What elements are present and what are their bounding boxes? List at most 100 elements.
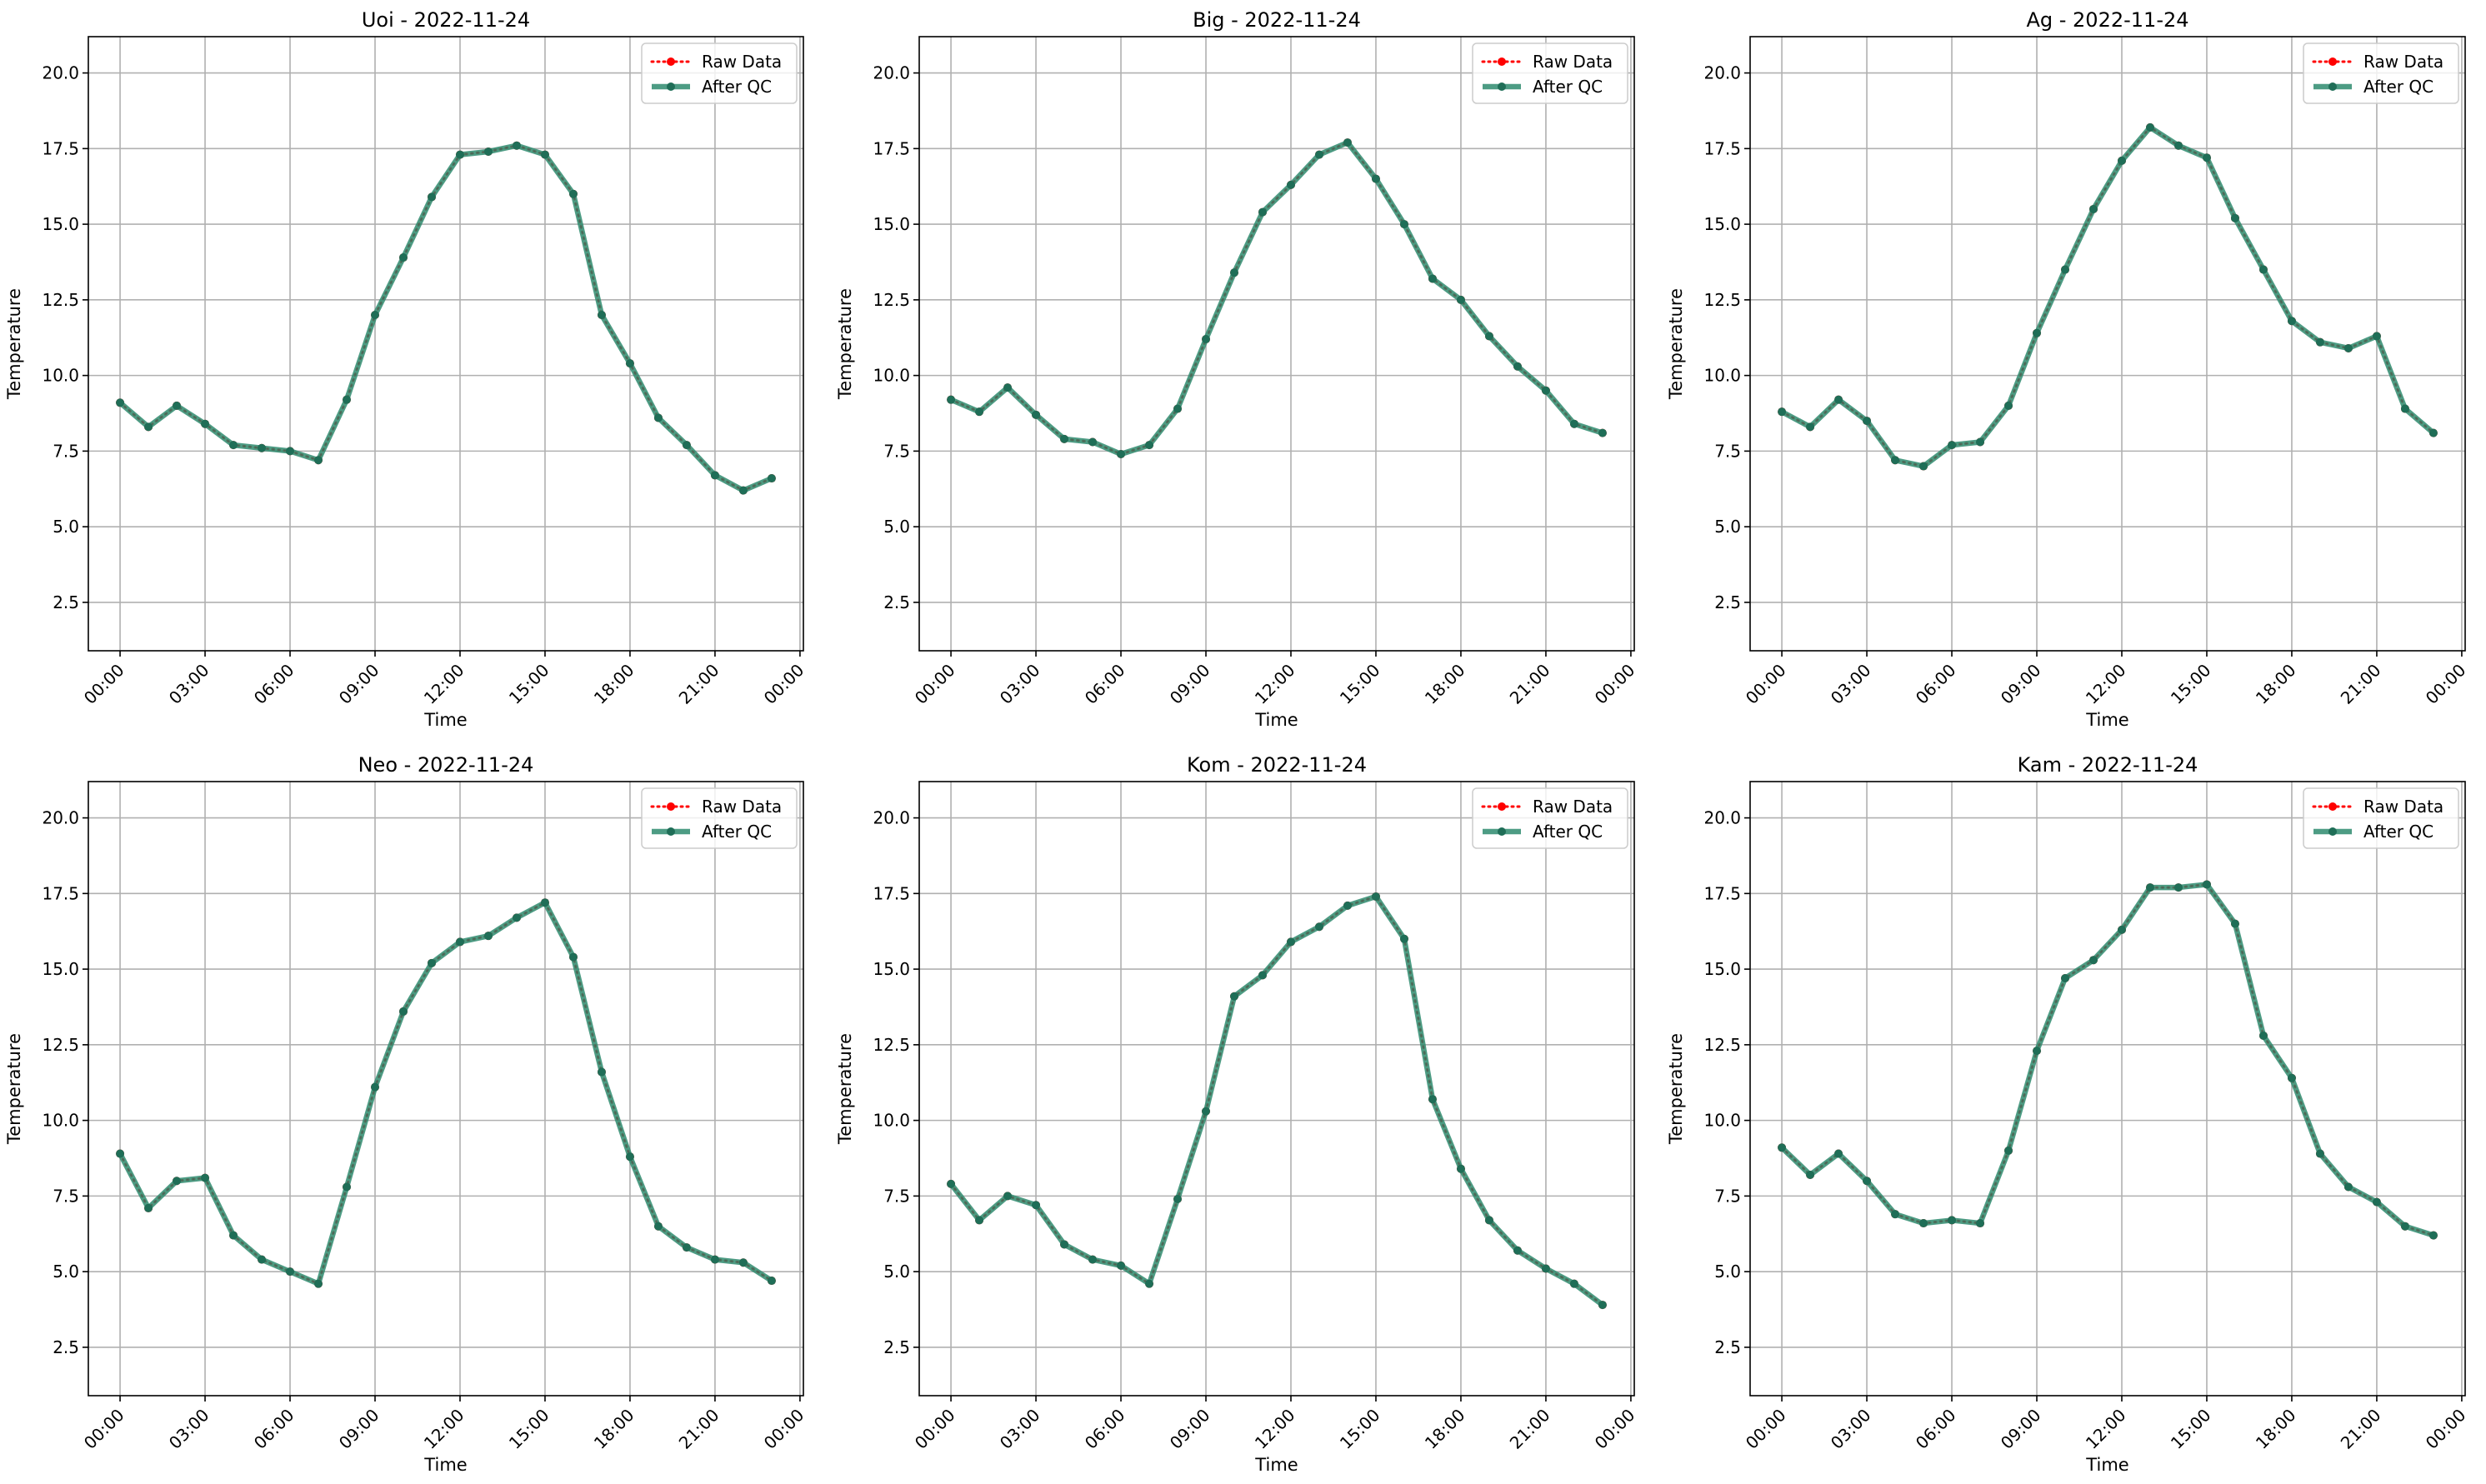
x-tick-label: 03:00 xyxy=(996,660,1044,708)
data-point xyxy=(2089,956,2098,965)
data-point xyxy=(144,422,153,432)
subplot-uoi: 00:00 03:00 06:00 09:00 12:00 15:00 18:00 21:00… xyxy=(4,8,808,730)
data-point xyxy=(343,395,352,404)
data-point xyxy=(2004,401,2013,410)
data-point xyxy=(1919,462,1928,471)
x-tick-label: 12:00 xyxy=(420,1405,468,1453)
x-tick-label: 03:00 xyxy=(165,1405,213,1453)
x-tick-label: 15:00 xyxy=(1336,1405,1384,1453)
data-point xyxy=(2145,122,2154,132)
subplot-ag: 00:00 03:00 06:00 09:00 12:00 15:00 18:00 21:00… xyxy=(1666,8,2469,730)
x-axis-label: Time xyxy=(2085,710,2128,730)
data-point xyxy=(1863,1177,1872,1186)
data-point xyxy=(483,932,493,941)
data-point xyxy=(1428,274,1437,283)
x-tick-label: 00:00 xyxy=(1742,660,1790,708)
x-tick-label: 00:00 xyxy=(911,1405,959,1453)
legend-swatch-marker xyxy=(2328,802,2337,811)
legend-label: Raw Data xyxy=(702,797,782,817)
data-point xyxy=(1399,220,1408,229)
data-point xyxy=(2428,1231,2438,1240)
x-tick-label: 00:00 xyxy=(760,660,808,708)
data-point xyxy=(1060,1240,1069,1249)
x-tick-label: 21:00 xyxy=(1506,1405,1554,1453)
data-point xyxy=(1456,295,1465,304)
data-point xyxy=(286,447,295,456)
x-tick-label: 12:00 xyxy=(1251,1405,1299,1453)
legend-swatch-marker xyxy=(667,82,675,91)
y-tick-label: 12.5 xyxy=(42,290,79,310)
data-point xyxy=(1258,207,1268,217)
y-tick-label: 17.5 xyxy=(1703,138,1741,158)
data-point xyxy=(1948,441,1957,450)
series-after-qc xyxy=(116,141,776,495)
x-tick-label: 00:00 xyxy=(1591,1405,1639,1453)
y-tick-label: 2.5 xyxy=(1714,592,1741,612)
x-tick-label: 03:00 xyxy=(165,660,213,708)
series-after-qc xyxy=(1778,880,2438,1240)
x-tick-label: 15:00 xyxy=(2167,660,2215,708)
legend-label: Raw Data xyxy=(2363,797,2443,817)
x-tick-label: 18:00 xyxy=(1421,1405,1469,1453)
y-tick-label: 10.0 xyxy=(1703,366,1741,386)
x-tick-label: 09:00 xyxy=(1997,1405,2045,1453)
data-point xyxy=(399,253,408,262)
y-tick-label: 20.0 xyxy=(42,63,79,83)
x-tick-label: 06:00 xyxy=(1081,1405,1129,1453)
x-axis-label: Time xyxy=(2085,1455,2128,1475)
data-point xyxy=(540,150,549,159)
data-point xyxy=(201,1173,210,1182)
x-tick-label: 09:00 xyxy=(1166,1405,1214,1453)
legend-swatch-marker xyxy=(1498,82,1506,91)
data-point xyxy=(1778,407,1787,417)
y-tick-label: 10.0 xyxy=(873,1111,910,1131)
data-point xyxy=(2315,1149,2324,1158)
y-tick-label: 12.5 xyxy=(1703,1035,1741,1055)
series-after-qc xyxy=(947,892,1607,1310)
legend-swatch-marker xyxy=(2328,57,2337,66)
data-point xyxy=(2343,343,2353,352)
data-point xyxy=(512,913,521,922)
data-point xyxy=(2117,925,2126,934)
legend-label: Raw Data xyxy=(1533,797,1613,817)
data-point xyxy=(2372,1197,2381,1207)
x-tick-label: 00:00 xyxy=(80,660,128,708)
data-point xyxy=(371,311,380,320)
x-tick-label: 03:00 xyxy=(1827,660,1875,708)
y-tick-label: 17.5 xyxy=(42,883,79,903)
data-point xyxy=(568,189,578,198)
data-point xyxy=(2372,332,2381,341)
data-point xyxy=(399,1007,408,1016)
y-tick-label: 10.0 xyxy=(873,366,910,386)
data-point xyxy=(428,958,437,967)
data-point xyxy=(1976,437,1985,447)
x-tick-label: 21:00 xyxy=(2337,660,2385,708)
data-point xyxy=(1202,1107,1211,1116)
data-point xyxy=(947,1179,956,1188)
chart-title: Big - 2022-11-24 xyxy=(1193,8,1361,32)
data-point xyxy=(1202,335,1211,344)
data-point xyxy=(2428,428,2438,437)
data-point xyxy=(1286,937,1295,947)
x-tick-label: 18:00 xyxy=(590,660,638,708)
legend-swatch-marker xyxy=(667,57,675,66)
data-point xyxy=(597,311,606,320)
legend-label: After QC xyxy=(1533,822,1603,842)
y-tick-label: 20.0 xyxy=(1703,63,1741,83)
x-tick-label: 00:00 xyxy=(2422,1405,2470,1453)
x-tick-label: 12:00 xyxy=(2082,1405,2130,1453)
x-tick-label: 21:00 xyxy=(675,660,723,708)
legend-swatch-marker xyxy=(1498,802,1506,811)
data-point xyxy=(1428,1095,1437,1104)
subplot-kom: 00:00 03:00 06:00 09:00 12:00 15:00 18:00 21:00… xyxy=(835,753,1638,1475)
y-axis-label: Temperature xyxy=(835,288,855,400)
data-point xyxy=(738,486,748,495)
data-point xyxy=(975,1216,984,1225)
y-tick-label: 15.0 xyxy=(1703,959,1741,979)
data-point xyxy=(1258,971,1268,980)
data-point xyxy=(2400,1222,2409,1231)
data-point xyxy=(1230,268,1239,277)
data-point xyxy=(682,441,691,450)
legend: Raw Data After QC xyxy=(641,787,798,849)
data-point xyxy=(2287,317,2296,326)
